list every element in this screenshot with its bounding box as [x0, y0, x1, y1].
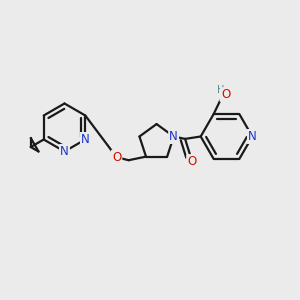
Text: N: N [248, 130, 257, 143]
Text: O: O [112, 151, 121, 164]
Text: N: N [60, 145, 69, 158]
Text: N: N [169, 130, 178, 143]
Text: O: O [221, 88, 230, 101]
Text: N: N [60, 145, 69, 158]
Text: O: O [220, 88, 230, 100]
Text: N: N [81, 133, 90, 146]
Text: N: N [81, 133, 90, 146]
Text: O: O [112, 151, 121, 164]
Text: H: H [218, 85, 225, 95]
Text: O: O [188, 155, 196, 168]
Text: H: H [218, 85, 225, 95]
Text: N: N [248, 130, 257, 143]
Text: O: O [188, 155, 196, 168]
Text: N: N [169, 130, 178, 143]
